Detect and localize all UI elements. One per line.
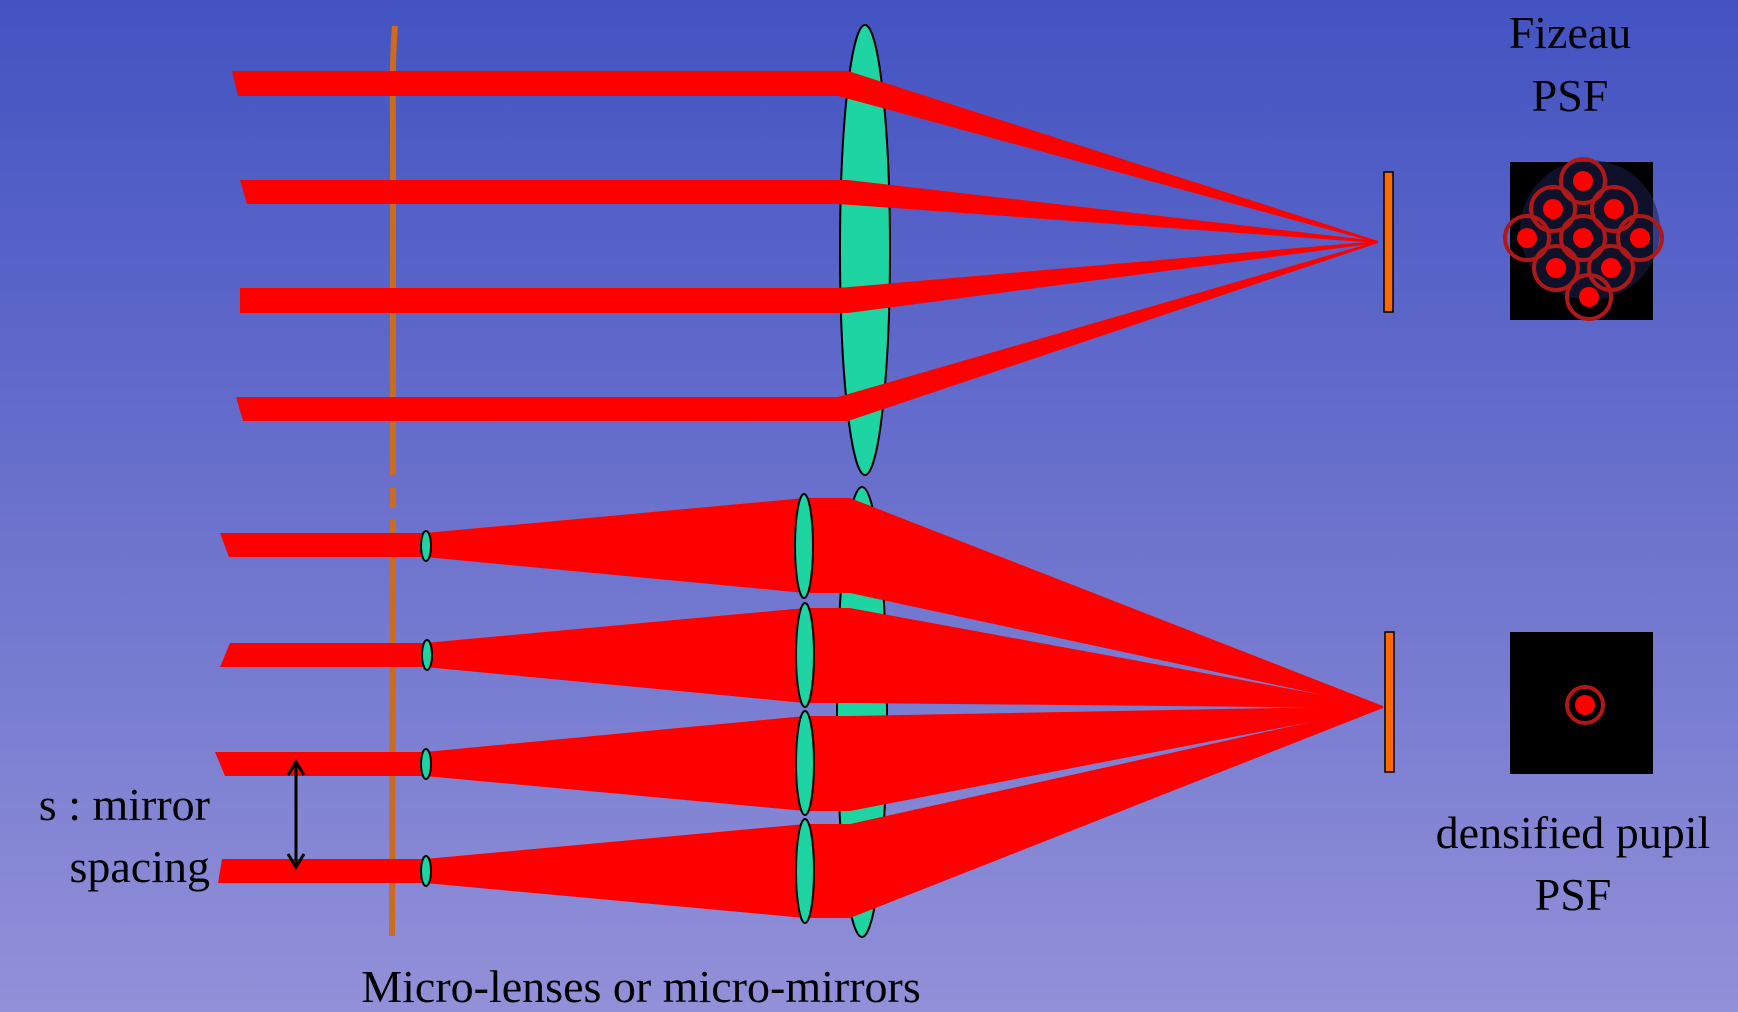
- spacing-label-line2: spacing: [69, 841, 210, 892]
- fizeau-beam-1: [232, 71, 1378, 243]
- densified-input-beam-1: [220, 533, 425, 557]
- fizeau-psf-ring: [1559, 214, 1607, 262]
- fizeau-beam-4: [236, 241, 1378, 421]
- fizeau-psf-core: [1546, 258, 1566, 278]
- densified-input-beam-2: [220, 643, 425, 667]
- densified-expanding-beam-3: [425, 716, 805, 811]
- fizeau-psf-core: [1604, 199, 1624, 219]
- micro-lenses: [420, 530, 433, 887]
- fizeau-psf-ring: [1532, 244, 1580, 292]
- fizeau-beam-2: [240, 180, 1378, 243]
- fizeau-psf-ring: [1590, 185, 1638, 233]
- micro-lens-4: [420, 855, 432, 887]
- fizeau-psf-title: Fizeau: [1509, 7, 1632, 58]
- fizeau-psf-subtitle: PSF: [1532, 70, 1609, 121]
- densified-expanding-beam-2: [425, 608, 805, 703]
- fizeau-psf-core: [1517, 228, 1537, 248]
- micro-lens-3: [420, 748, 432, 780]
- densified-converging-beam-4: [805, 706, 1383, 918]
- spacing-arrow: [286, 759, 306, 870]
- densified-input-beam-4: [218, 859, 425, 883]
- densified-psf-ring: [1565, 685, 1605, 725]
- collimating-lenses: [794, 493, 815, 924]
- micro-lens-2: [421, 639, 433, 671]
- fizeau-psf-image: [1503, 157, 1664, 321]
- fizeau-psf-ring: [1559, 157, 1607, 205]
- fizeau-psf-core: [1579, 287, 1599, 307]
- fizeau-psf-core: [1630, 228, 1650, 248]
- micro-lens-1: [420, 530, 432, 562]
- main-lens-upper: [839, 24, 891, 476]
- densified-beams: [215, 498, 1383, 918]
- densified-psf-subtitle: PSF: [1535, 869, 1612, 920]
- fizeau-psf-ring: [1529, 185, 1577, 233]
- fizeau-psf-ring: [1565, 273, 1613, 321]
- collimating-lens-1: [794, 493, 814, 599]
- detector-fizeau: [1383, 171, 1394, 313]
- densified-converging-beam-3: [805, 706, 1383, 811]
- densified-psf-title: densified pupil: [1436, 807, 1711, 858]
- collimating-lens-2: [795, 602, 815, 708]
- collimating-lens-4: [795, 818, 815, 924]
- detector-densified: [1384, 631, 1395, 773]
- densified-expanding-beam-1: [425, 498, 805, 593]
- fizeau-psf-ring: [1503, 214, 1551, 262]
- fizeau-psf-core: [1601, 258, 1621, 278]
- densified-converging-beam-1: [805, 498, 1383, 708]
- spacing-label-line1: s : mirror: [39, 779, 210, 830]
- micro-lenses-caption: Micro-lenses or micro-mirrors: [361, 961, 921, 1012]
- fizeau-psf-ring: [1616, 214, 1664, 262]
- spacing-arrow-head-top: [286, 759, 306, 776]
- fizeau-beam-3: [240, 241, 1378, 313]
- densified-expanding-beam-4: [425, 824, 805, 918]
- densified-psf-core: [1575, 695, 1595, 715]
- fizeau-psf-cores: [1517, 171, 1650, 307]
- fizeau-psf-spots: [1503, 157, 1664, 321]
- fizeau-beams: [232, 71, 1378, 421]
- spacing-arrow-head-bottom: [286, 853, 306, 870]
- collimating-lens-3: [795, 710, 815, 816]
- densified-psf-image: [1510, 632, 1653, 774]
- fizeau-psf-core: [1573, 228, 1593, 248]
- densified-input-beam-3: [215, 752, 425, 776]
- fizeau-psf-core: [1573, 171, 1593, 191]
- fizeau-psf-core: [1543, 199, 1563, 219]
- densified-converging-beam-2: [805, 608, 1383, 708]
